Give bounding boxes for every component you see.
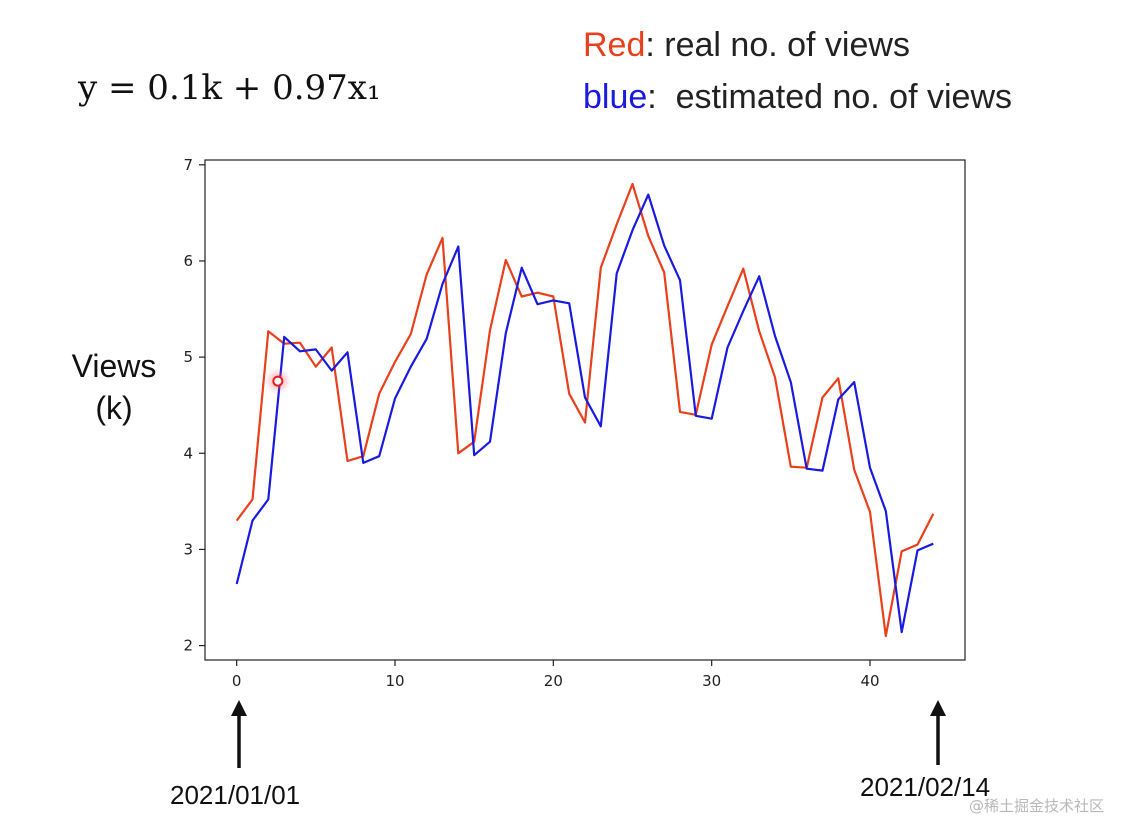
x-tick-label: 10 [385,672,404,690]
legend-real-text: : real no. of views [645,26,910,64]
axes-layer: 0 10 20 30 40 2 3 4 5 6 7 [183,156,966,690]
y-axis-label-line2: (k) [95,390,133,426]
legend-estimated-keyword: blue [583,78,648,116]
x-tick-label: 30 [702,672,721,690]
x-tick-label: 20 [544,672,563,690]
watermark: @稀土掘金技术社区 [968,797,1104,815]
legend-estimated-text: : estimated no. of views [647,78,1013,116]
y-tick-label: 2 [183,637,193,655]
y-axis-label: Views (k) [58,345,170,429]
x-tick-label: 40 [860,672,879,690]
x-tick-label: 0 [232,672,242,690]
y-tick-label: 3 [183,540,193,558]
annotation-layer [231,368,946,768]
plot-frame [204,159,966,661]
y-axis-label-line1: Views [71,348,157,384]
legend-estimated: blue: estimated no. of views [583,78,1012,117]
series-line-real [235,182,935,638]
y-tick-label: 4 [183,444,193,462]
legend-real: Red: real no. of views [583,26,910,65]
y-tick-label: 6 [183,252,193,270]
y-tick-label: 7 [183,156,193,174]
y-tick-label: 5 [183,348,193,366]
arrow-start-head [231,700,247,716]
start-date-label: 2021/01/01 [170,780,301,810]
cursor-marker [272,375,284,387]
series-line-estimated [235,193,934,634]
end-date-label: 2021/02/14 [860,772,991,802]
legend-real-keyword: Red [583,26,646,64]
regression-formula: y = 0.1k + 0.97x₁ [78,68,381,108]
arrow-end-head [930,700,946,716]
series-layer [235,182,935,638]
